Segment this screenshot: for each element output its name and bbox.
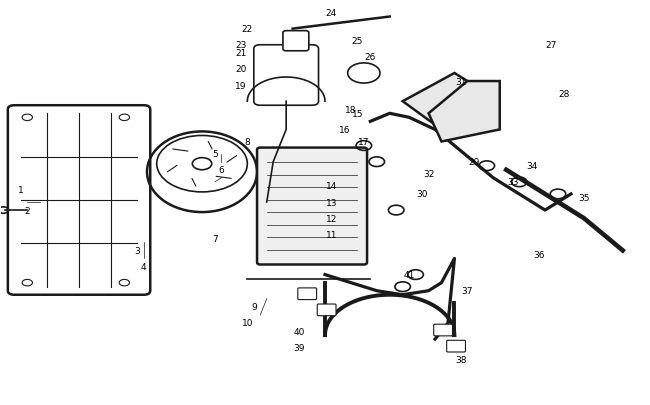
Text: 33: 33: [507, 178, 519, 187]
Text: 27: 27: [546, 41, 557, 50]
FancyBboxPatch shape: [283, 32, 309, 52]
Text: 35: 35: [578, 194, 590, 203]
Text: 17: 17: [358, 138, 370, 147]
FancyBboxPatch shape: [298, 288, 317, 300]
Text: 18: 18: [345, 105, 357, 115]
Text: 13: 13: [326, 198, 337, 207]
Text: 38: 38: [455, 355, 467, 364]
Polygon shape: [402, 74, 480, 130]
FancyBboxPatch shape: [8, 106, 150, 295]
Text: 2: 2: [25, 206, 30, 215]
Text: 5: 5: [212, 150, 218, 159]
Polygon shape: [428, 82, 500, 142]
Text: 19: 19: [235, 81, 246, 90]
Text: 1: 1: [18, 186, 23, 195]
Text: 40: 40: [293, 327, 305, 336]
Text: 32: 32: [423, 170, 434, 179]
Text: 15: 15: [352, 109, 363, 119]
FancyBboxPatch shape: [254, 46, 318, 106]
Text: 7: 7: [212, 234, 218, 243]
Text: 29: 29: [468, 158, 480, 167]
Text: 21: 21: [235, 49, 246, 58]
Text: 39: 39: [293, 343, 305, 352]
FancyBboxPatch shape: [434, 324, 452, 336]
Text: 11: 11: [326, 230, 337, 239]
Text: 22: 22: [242, 25, 253, 34]
Text: 10: 10: [242, 319, 253, 328]
FancyBboxPatch shape: [257, 148, 367, 265]
Text: 31: 31: [455, 77, 467, 86]
Text: 14: 14: [326, 182, 337, 191]
Text: 8: 8: [244, 138, 250, 147]
FancyBboxPatch shape: [317, 304, 336, 316]
Text: 36: 36: [533, 250, 544, 259]
Text: 26: 26: [365, 53, 376, 62]
Text: 24: 24: [326, 9, 337, 18]
Text: 3: 3: [135, 246, 140, 255]
Text: 4: 4: [141, 262, 147, 271]
Text: 25: 25: [352, 37, 363, 46]
Text: 6: 6: [218, 166, 224, 175]
Text: 37: 37: [462, 286, 473, 296]
Text: 30: 30: [417, 190, 428, 199]
Text: 16: 16: [339, 126, 350, 134]
Text: 23: 23: [235, 41, 246, 50]
Text: 20: 20: [235, 65, 246, 74]
Text: 34: 34: [526, 162, 538, 171]
Text: 28: 28: [559, 90, 570, 98]
Text: 41: 41: [404, 271, 415, 279]
Text: 12: 12: [326, 214, 337, 223]
FancyBboxPatch shape: [447, 341, 465, 352]
Text: 9: 9: [251, 303, 257, 311]
